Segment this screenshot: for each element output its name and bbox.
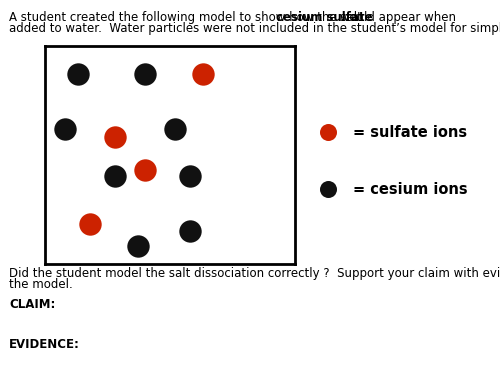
- Text: CLAIM:: CLAIM:: [9, 298, 56, 311]
- Point: [171, 126, 179, 132]
- Point: [324, 129, 332, 135]
- Point: [141, 167, 149, 173]
- Point: [186, 228, 194, 234]
- Text: = sulfate ions: = sulfate ions: [353, 125, 468, 140]
- Text: cesium sulfate: cesium sulfate: [276, 11, 373, 24]
- Point: [186, 173, 194, 180]
- Point: [324, 186, 332, 193]
- Text: would appear when: would appear when: [336, 11, 456, 24]
- Text: the model.: the model.: [9, 278, 73, 291]
- Point: [141, 71, 149, 77]
- Text: added to water.  Water particles were not included in the student’s model for si: added to water. Water particles were not…: [9, 22, 500, 35]
- Point: [74, 71, 82, 77]
- Point: [134, 243, 141, 249]
- Point: [111, 173, 119, 180]
- Text: EVIDENCE:: EVIDENCE:: [9, 338, 80, 351]
- Text: = cesium ions: = cesium ions: [353, 182, 468, 197]
- Text: A student created the following model to show how the salt: A student created the following model to…: [9, 11, 366, 24]
- Text: Did the student model the salt dissociation correctly ?  Support your claim with: Did the student model the salt dissociat…: [9, 267, 500, 280]
- Point: [61, 126, 69, 132]
- Point: [198, 71, 206, 77]
- Point: [86, 221, 94, 227]
- Point: [111, 134, 119, 140]
